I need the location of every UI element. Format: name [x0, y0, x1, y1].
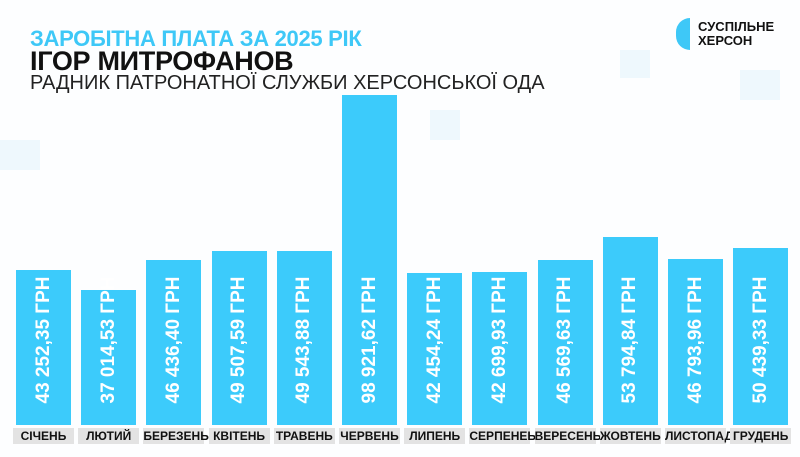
- category-label: БЕРЕЗЕНЬ: [143, 428, 209, 444]
- chart-title: ЗАРОБІТНА ПЛАТА ЗА 2025 РІК: [30, 26, 362, 51]
- category-label: СІЧЕНЬ: [13, 428, 74, 444]
- bar-value-label: 49 507,59 ГРН: [228, 276, 250, 404]
- category-label: ВЕРЕСЕНЬ: [534, 428, 602, 444]
- bar: [276, 250, 332, 425]
- category-label: ЛИПЕНЬ: [404, 428, 466, 444]
- category-label: ТРАВЕНЬ: [273, 428, 335, 444]
- bar-value-label: 46 569,63 ГРН: [554, 276, 576, 404]
- bar: [668, 259, 723, 425]
- bar: [472, 272, 528, 425]
- logo-line1: СУСПІЛЬНЕ: [698, 19, 775, 34]
- category-label: ЛИСТОПАД: [665, 428, 734, 444]
- bar: [211, 250, 267, 425]
- bar-value-label: 42 699,93 ГРН: [488, 276, 510, 404]
- bar: [537, 259, 593, 425]
- bar-value-label: 37 014,53 ГРН: [97, 276, 119, 404]
- logo-mark-icon: [676, 18, 690, 50]
- logo: СУСПІЛЬНЕ ХЕРСОН: [676, 18, 786, 50]
- bar: [146, 260, 202, 425]
- bar-value-label: 49 543,88 ГРН: [293, 276, 315, 404]
- category-label: КВІТЕНЬ: [208, 428, 270, 444]
- category-label: ЛЮТИЙ: [78, 428, 140, 444]
- category-label: ГРУДЕНЬ: [730, 428, 792, 444]
- bar-value-label: 43 252,35 ГРН: [32, 276, 54, 404]
- bar-value-label: 46 793,96 ГРН: [684, 276, 706, 404]
- bar: [407, 272, 463, 425]
- bar-value-label: 42 454,24 ГРН: [423, 276, 445, 404]
- person-name: ІГОР МИТРОФАНОВ: [30, 46, 294, 76]
- category-label: ЧЕРВЕНЬ: [339, 428, 400, 444]
- person-position: РАДНИК ПАТРОНАТНОЇ СЛУЖБИ ХЕРСОНСЬКОЇ ОД…: [30, 72, 545, 94]
- bar-value-label: 46 436,40 ГРН: [162, 276, 184, 404]
- bar: [602, 237, 658, 425]
- bar: [81, 290, 137, 425]
- bar: [733, 247, 789, 425]
- category-label: ЖОВТЕНЬ: [599, 428, 661, 444]
- bar-value-label: 53 794,84 ГРН: [619, 276, 641, 404]
- bar: [342, 95, 397, 425]
- logo-line2: ХЕРСОН: [698, 33, 753, 48]
- bar: [16, 270, 71, 425]
- category-label: СЕРПЕНЕЬ: [469, 428, 536, 444]
- background-pixel: [740, 70, 780, 100]
- background-pixel: [430, 110, 460, 140]
- bar-value-label: 98 921,62 ГРН: [358, 276, 380, 404]
- background-pixel: [0, 140, 40, 170]
- background-pixel: [620, 50, 650, 78]
- bar-value-label: 50 439,33 ГРН: [749, 276, 771, 404]
